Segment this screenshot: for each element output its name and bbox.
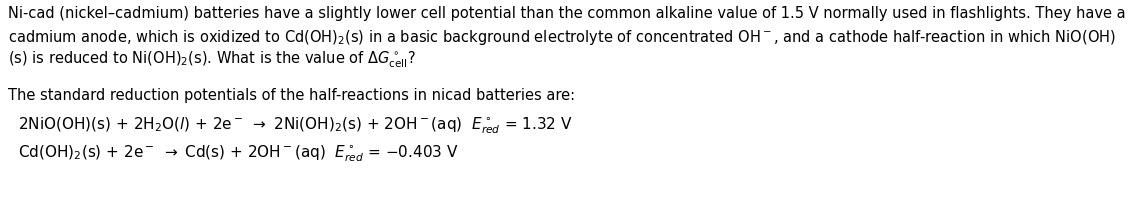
Text: The standard reduction potentials of the half-reactions in nicad batteries are:: The standard reduction potentials of the… bbox=[8, 88, 575, 103]
Text: cadmium anode, which is oxidized to Cd(OH)$_2$(s) in a basic background electrol: cadmium anode, which is oxidized to Cd(O… bbox=[8, 28, 1115, 47]
Text: Cd(OH)$_2$(s) + 2e$^-$ $\rightarrow$ Cd(s) + 2OH$^-$(aq)  $E^\circ_\mathit{red}$: Cd(OH)$_2$(s) + 2e$^-$ $\rightarrow$ Cd(… bbox=[18, 143, 458, 164]
Text: 2NiO(OH)(s) + 2H$_2$O($l$) + 2e$^-$ $\rightarrow$ 2Ni(OH)$_2$(s) + 2OH$^-$(aq)  : 2NiO(OH)(s) + 2H$_2$O($l$) + 2e$^-$ $\ri… bbox=[18, 115, 573, 136]
Text: Ni-cad (nickel–cadmium) batteries have a slightly lower cell potential than the : Ni-cad (nickel–cadmium) batteries have a… bbox=[8, 6, 1126, 21]
Text: (s) is reduced to Ni(OH)$_2$(s). What is the value of $\Delta G^\circ_{\mathrm{c: (s) is reduced to Ni(OH)$_2$(s). What is… bbox=[8, 50, 416, 71]
